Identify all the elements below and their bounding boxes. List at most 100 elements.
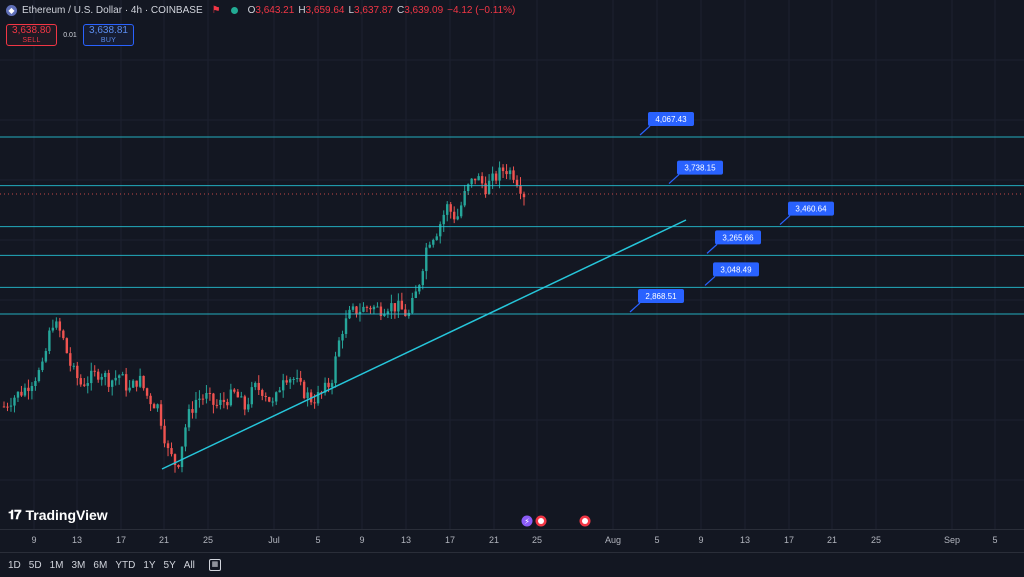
price-level-label: 3,048.49 (720, 265, 752, 274)
ascending-trendline[interactable] (161, 219, 687, 470)
candle-body (508, 170, 512, 175)
candle-body (411, 297, 414, 313)
range-1y[interactable]: 1Y (143, 559, 156, 571)
candle-body (316, 392, 320, 404)
range-1d[interactable]: 1D (8, 559, 21, 571)
range-6m[interactable]: 6M (93, 559, 108, 571)
candle-body (278, 390, 281, 393)
x-tick-label: 25 (203, 535, 213, 545)
buy-button[interactable]: 3,638.81 BUY (83, 24, 134, 46)
x-tick-label: 9 (698, 535, 703, 545)
buy-price: 3,638.81 (89, 25, 128, 36)
candle-body (473, 178, 477, 181)
candle-body (55, 321, 58, 328)
lightning-event-icon[interactable] (521, 515, 533, 527)
candle-body (453, 211, 456, 220)
range-1m[interactable]: 1M (49, 559, 64, 571)
candle-body (173, 454, 177, 465)
change-value: −4.12 (−0.11%) (447, 5, 516, 16)
candle-body (23, 387, 27, 396)
candle-body (72, 365, 75, 367)
range-5d[interactable]: 5D (28, 559, 42, 571)
candle-body (208, 393, 212, 395)
candle-body (376, 306, 379, 308)
tradingview-logo[interactable]: 𝟏𝟕 TradingView (8, 507, 108, 523)
candle-body (114, 377, 117, 381)
candle-body (449, 204, 452, 212)
candle-body (20, 391, 23, 396)
flag-icon[interactable]: ⚑ (211, 5, 221, 16)
price-level-label: 3,265.66 (722, 233, 754, 242)
time-axis[interactable]: 9 13 17 21 25 Jul 5 9 13 17 21 25 Aug 5 9 13 17 21 25 Sep 5 (31, 535, 997, 545)
trendline[interactable] (161, 219, 687, 470)
candle-body (456, 216, 459, 220)
range-all[interactable]: All (183, 559, 195, 571)
candle-body (501, 167, 505, 172)
candle-body (142, 375, 145, 389)
price-level-callout[interactable] (788, 201, 834, 216)
sell-price: 3,638.80 (12, 25, 51, 36)
candle-body (327, 382, 330, 388)
candle-body (414, 291, 418, 298)
candle-body (271, 401, 274, 403)
candle-body (16, 391, 20, 398)
candle-body (152, 404, 156, 409)
candle-body (51, 327, 55, 331)
ethereum-icon[interactable]: ◆ (6, 5, 17, 16)
candle-body (131, 380, 135, 388)
price-level-callout[interactable] (677, 160, 723, 175)
candle-body (404, 309, 407, 317)
candle-body (191, 409, 194, 413)
candle-body (491, 173, 494, 181)
candle-body (138, 375, 142, 387)
time-axis-divider (0, 529, 1024, 530)
horizontal-levels[interactable]: 4,067.43 3,738.15 3,460.64 3,265.66 3,048.49… (0, 112, 1024, 315)
flag-center-icon (538, 518, 544, 524)
economic-events[interactable]: ⚡ (521, 515, 591, 527)
candle-body (362, 306, 365, 312)
price-level-callout[interactable] (715, 230, 761, 245)
candle-body (505, 171, 508, 175)
x-tick-label: 5 (654, 535, 659, 545)
candle-body (341, 333, 344, 341)
calendar-icon[interactable]: ▦ (208, 559, 221, 571)
candle-body (386, 311, 390, 315)
sell-label: SELL (22, 37, 41, 44)
candle-body (466, 184, 470, 192)
callout-pointer (668, 174, 680, 185)
close-value: 3,639.09 (404, 5, 444, 16)
candle-body (170, 448, 173, 455)
candle-body (428, 244, 431, 248)
range-selector: 1D 5D 1M 3M 6M YTD 1Y 5Y All ▦ (0, 552, 1024, 577)
price-level-label: 2,868.51 (645, 292, 677, 301)
price-level-callout[interactable] (648, 112, 694, 126)
candle-body (212, 393, 215, 405)
candle-body (379, 306, 383, 317)
price-level-callout[interactable] (713, 262, 759, 277)
range-3m[interactable]: 3M (71, 559, 86, 571)
candle-body (93, 370, 96, 372)
candle-body (344, 318, 348, 334)
candle-body (330, 383, 334, 388)
candle-body (219, 399, 222, 405)
symbol-title[interactable]: Ethereum / U.S. Dollar · 4h · COINBASE (22, 5, 203, 16)
candle-body (498, 167, 501, 181)
candle-body (383, 314, 386, 317)
market-status-icon[interactable] (230, 7, 238, 14)
range-5y[interactable]: 5Y (163, 559, 176, 571)
candle-body (205, 393, 208, 399)
price-level-callout[interactable] (638, 289, 684, 303)
candle-body (69, 353, 72, 366)
candle-body (302, 381, 306, 399)
range-ytd[interactable]: YTD (115, 559, 136, 571)
candle-body (110, 380, 114, 387)
sell-button[interactable]: 3,638.80 SELL (6, 24, 57, 46)
candle-body (463, 191, 466, 206)
candle-body (159, 404, 163, 426)
x-tick-label: 25 (532, 535, 542, 545)
candle-body (76, 365, 79, 379)
price-level-label: 4,067.43 (655, 115, 687, 124)
candle-body (184, 427, 187, 447)
candle-body (281, 380, 285, 391)
